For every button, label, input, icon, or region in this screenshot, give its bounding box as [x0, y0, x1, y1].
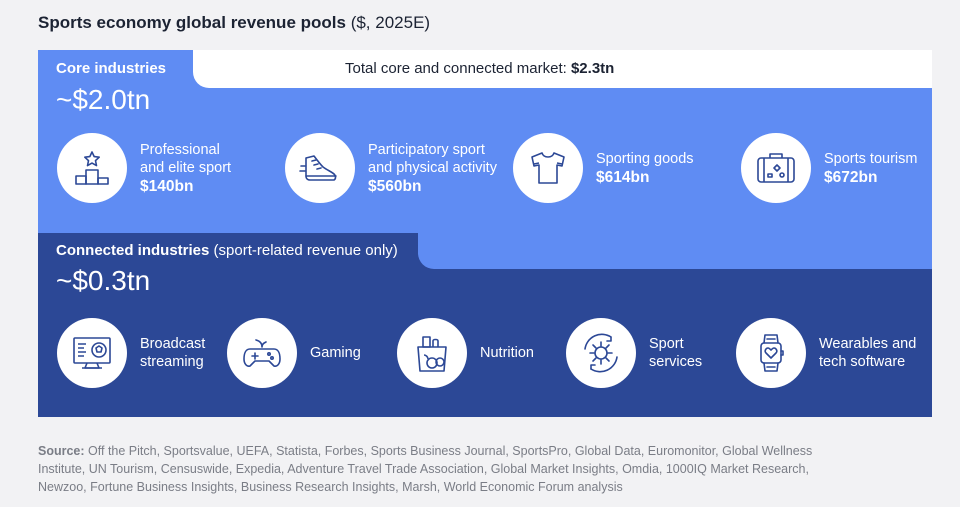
core-industries-label: Core industries — [56, 60, 167, 77]
core-item-professional-sport: Professional and elite sport $140bn — [57, 133, 231, 203]
title-suffix: ($, 2025E) — [350, 13, 431, 32]
connected-item-wearables: Wearables and tech software — [736, 318, 916, 388]
item-name-line2: and physical activity — [368, 159, 497, 176]
core-item-text: Participatory sport and physical activit… — [368, 141, 497, 196]
item-name-line1: Broadcast — [140, 336, 206, 352]
total-market-bar: Total core and connected market: $2.3tn — [193, 50, 932, 88]
connected-item-gaming: Gaming — [227, 318, 361, 388]
core-item-text: Sports tourism $672bn — [824, 150, 917, 187]
title-main: Sports economy global revenue pools — [38, 13, 346, 32]
item-name-line1: Sporting goods — [596, 150, 694, 167]
suitcase-icon — [741, 133, 811, 203]
item-value: $560bn — [368, 177, 422, 195]
monitor-ball-icon — [57, 318, 127, 388]
item-name-line1: Gaming — [310, 345, 361, 361]
core-item-sports-tourism: Sports tourism $672bn — [741, 133, 917, 203]
item-value: $140bn — [140, 177, 194, 195]
core-industries-value: ~$2.0tn — [56, 84, 151, 115]
item-value: $672bn — [824, 168, 878, 186]
item-value: $614bn — [596, 168, 650, 186]
item-name-line2: and elite sport — [140, 159, 232, 176]
connected-label-main: Connected industries — [56, 242, 210, 259]
podium-star-icon — [57, 133, 127, 203]
connected-item-text: Nutrition — [480, 344, 534, 362]
core-item-text: Professional and elite sport $140bn — [140, 141, 231, 196]
connected-item-text: Wearables and tech software — [819, 335, 916, 371]
sneaker-icon — [285, 133, 355, 203]
item-name-line1: Participatory sport — [368, 141, 485, 158]
jersey-icon — [513, 133, 583, 203]
connected-item-nutrition: Nutrition — [397, 318, 534, 388]
core-item-sporting-goods: Sporting goods $614bn — [513, 133, 694, 203]
connected-industries-value: ~$0.3tn — [56, 265, 151, 296]
gamepad-icon — [227, 318, 297, 388]
item-name-line1: Sports tourism — [824, 150, 918, 167]
source-text: Off the Pitch, Sportsvalue, UEFA, Statis… — [38, 444, 813, 494]
gear-cycle-icon — [566, 318, 636, 388]
connected-item-text: Broadcast streaming — [140, 335, 205, 371]
smartwatch-icon — [736, 318, 806, 388]
item-name-line1: Sport — [649, 336, 684, 352]
connected-industries-label: Connected industries (sport-related reve… — [56, 242, 398, 259]
item-name-line2: tech software — [819, 354, 906, 370]
connected-item-text: Gaming — [310, 344, 361, 362]
source-note: Source: Off the Pitch, Sportsvalue, UEFA… — [38, 442, 828, 496]
connected-item-text: Sport services — [649, 335, 702, 371]
grocery-bag-icon — [397, 318, 467, 388]
item-name-line2: streaming — [140, 354, 204, 370]
core-item-text: Sporting goods $614bn — [596, 150, 694, 187]
source-label: Source: — [38, 444, 85, 458]
connected-item-broadcast: Broadcast streaming — [57, 318, 205, 388]
item-name-line1: Wearables and — [819, 336, 917, 352]
item-name-line1: Nutrition — [480, 345, 534, 361]
connected-industries-tab — [38, 233, 418, 273]
connected-item-sport-services: Sport services — [566, 318, 702, 388]
total-market-label: Total core and connected market: — [345, 60, 567, 77]
item-name-line2: services — [649, 354, 703, 370]
connected-label-note: (sport-related revenue only) — [213, 242, 398, 259]
page-title: Sports economy global revenue pools ($, … — [38, 13, 430, 33]
core-item-participatory-sport: Participatory sport and physical activit… — [285, 133, 497, 203]
core-panel-tail — [418, 233, 932, 269]
item-name-line1: Professional — [140, 141, 220, 158]
total-market-text: Total core and connected market: $2.3tn — [345, 60, 614, 77]
total-market-value: $2.3tn — [570, 60, 615, 77]
